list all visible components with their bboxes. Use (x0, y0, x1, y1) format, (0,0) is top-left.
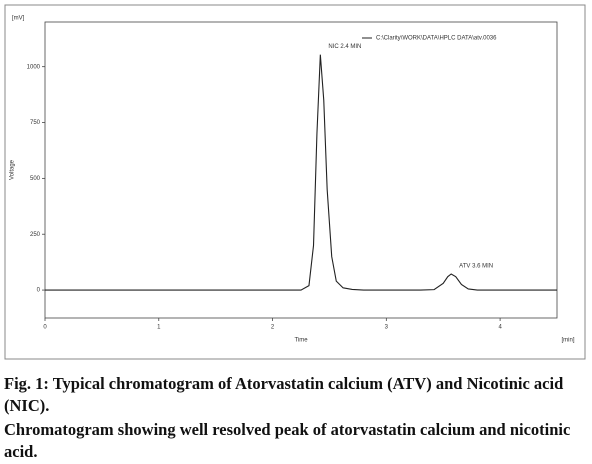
y-tick-label: 0 (37, 288, 41, 294)
y-axis-label: Voltage (10, 159, 16, 180)
x-tick-label: 0 (43, 325, 47, 331)
x-axis-label: Time (294, 338, 308, 344)
y-tick-label: 1000 (27, 64, 41, 70)
caption-text: Chromatogram showing well resolved peak … (4, 420, 571, 461)
x-unit: [min] (561, 338, 574, 344)
caption-title: Fig. 1: Typical chromatogram of Atorvast… (4, 374, 564, 415)
peak-label: NIC 2.4 MIN (328, 44, 361, 50)
legend-label: C:\Clarity\WORK\DATA\HPLC DATA\atv.0036 (376, 36, 497, 42)
y-tick-label: 750 (30, 120, 41, 126)
chart: [mV] [min] Voltage Time 0 250 500 750 1000 0 1… (4, 4, 586, 360)
y-tick-label: 500 (30, 176, 41, 182)
y-unit: [mV] (12, 16, 25, 22)
plot-area (44, 21, 558, 319)
chromatogram-line (45, 54, 557, 291)
chart-frame (4, 4, 586, 360)
y-tick-label: 250 (30, 232, 41, 238)
x-tick-label: 2 (271, 325, 275, 331)
x-tick-label: 3 (385, 325, 389, 331)
x-tick-label: 1 (157, 325, 161, 331)
x-tick-label: 4 (498, 325, 502, 331)
peak-label: ATV 3.6 MIN (459, 264, 493, 270)
